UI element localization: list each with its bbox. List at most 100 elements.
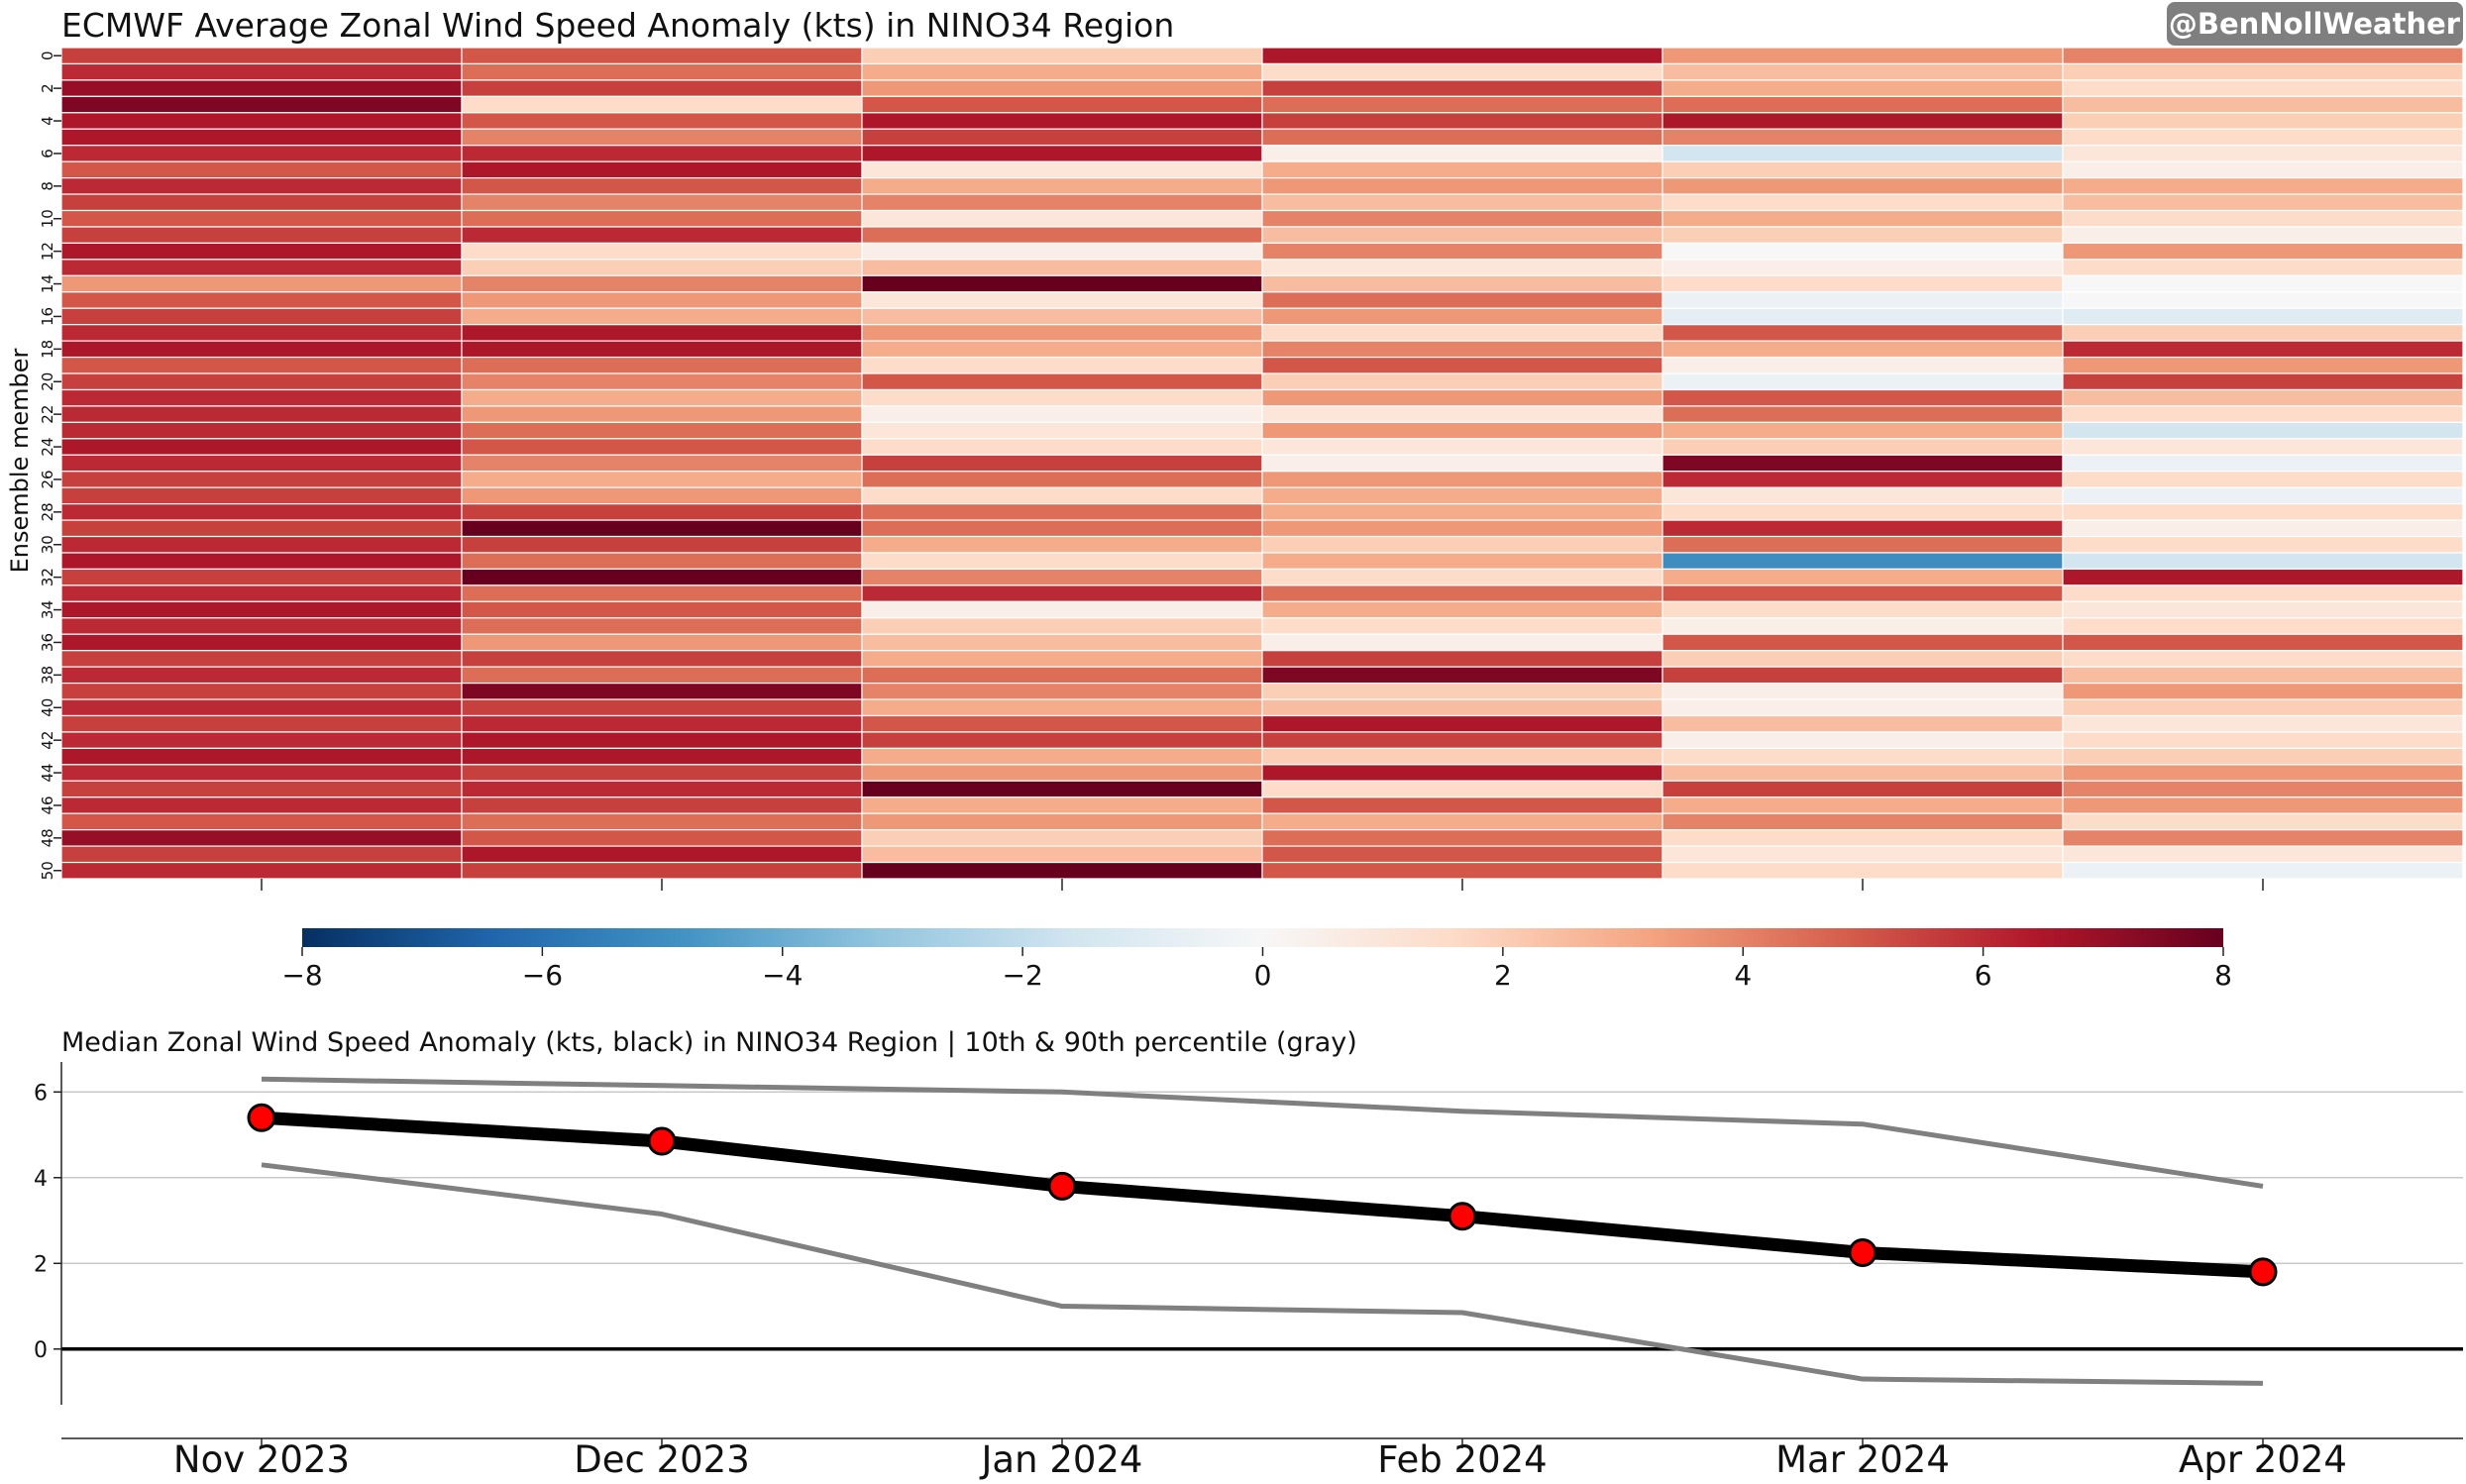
heatmap-cell	[1662, 112, 2064, 130]
heatmap-cell	[861, 796, 1263, 814]
heatmap-cell	[60, 812, 463, 831]
heatmap-cell	[1261, 861, 1663, 880]
heatmap-cell	[1662, 747, 2064, 766]
line-x-tick-label: Dec 2023	[574, 1438, 750, 1481]
heatmap-cell	[461, 747, 863, 766]
line-x-axis: Nov 2023 Dec 2023 Jan 2024 Feb 2024 Mar 2024…	[173, 1438, 2347, 1481]
heatmap-cell	[2062, 812, 2464, 831]
heatmap-cell	[861, 812, 1263, 831]
heatmap-cell	[2062, 421, 2464, 440]
heatmap-cell	[2062, 861, 2464, 880]
heatmap-cell	[861, 274, 1263, 293]
heatmap-cell	[60, 764, 463, 782]
heatmap-cell	[461, 226, 863, 245]
heatmap-cell	[461, 829, 863, 847]
heatmap-cell	[1261, 535, 1663, 554]
heatmap-cell	[1662, 471, 2064, 488]
heatmap-cell	[461, 503, 863, 521]
heatmap-cell	[1662, 388, 2064, 407]
heatmap-cell	[1261, 405, 1663, 423]
heatmap-cell	[2062, 145, 2464, 162]
heatmap-cell	[1261, 503, 1663, 521]
heatmap-cell	[1662, 193, 2064, 212]
heatmap-cell	[2062, 845, 2464, 864]
heatmap-y-tick-label: 6	[39, 149, 56, 159]
heatmap-cell	[1662, 861, 2064, 880]
heatmap-cell	[1261, 356, 1663, 374]
heatmap-cell	[60, 471, 463, 488]
heatmap-cell	[861, 259, 1263, 276]
colorbar-tick-label: −8	[281, 959, 322, 992]
heatmap-cell	[1261, 209, 1663, 228]
heatmap-cell	[861, 145, 1263, 162]
heatmap-cell	[861, 568, 1263, 586]
colorbar-ticks: −8 −6 −4 −2 0 2 4 6 8	[281, 947, 2232, 992]
heatmap-cell	[1261, 552, 1663, 571]
heatmap-cell	[1261, 829, 1663, 847]
line-x-tick-label: Mar 2024	[1775, 1438, 1950, 1481]
heatmap-cell	[461, 356, 863, 374]
heatmap-cell	[2062, 62, 2464, 81]
p90-line	[261, 1076, 2264, 1189]
heatmap-cell	[2062, 568, 2464, 586]
heatmap-y-tick-label: 10	[39, 209, 56, 228]
watermark-text: @BenNollWeather	[2169, 7, 2461, 41]
watermark-background	[2167, 2, 2463, 46]
heatmap-cell	[1261, 340, 1663, 359]
heatmap-y-tick-label: 44	[39, 764, 56, 783]
colorbar-tick-label: 0	[1254, 959, 1272, 992]
heatmap-cell	[2062, 356, 2464, 374]
heatmap-y-tick-label: 0	[39, 51, 56, 60]
colorbar-tick-label: 8	[2214, 959, 2232, 992]
heatmap-cell	[2062, 259, 2464, 276]
heatmap-ylabel: Ensemble member	[6, 349, 34, 574]
heatmap-cell	[1662, 682, 2064, 700]
heatmap-cell	[861, 226, 1263, 245]
heatmap-cell	[1662, 177, 2064, 195]
heatmap-cell	[60, 95, 463, 114]
line-title: Median Zonal Wind Speed Anomaly (kts, bl…	[61, 1027, 1357, 1058]
heatmap-cell	[1662, 62, 2064, 81]
heatmap-cell	[60, 259, 463, 276]
heatmap-cell	[2062, 682, 2464, 700]
heatmap-cell	[60, 650, 463, 668]
heatmap-cell	[1261, 600, 1663, 619]
heatmap-cell	[1261, 177, 1663, 195]
heatmap-cell	[461, 388, 863, 407]
heatmap-cell	[461, 79, 863, 97]
heatmap-cell	[461, 519, 863, 538]
heatmap-cell	[60, 79, 463, 97]
heatmap-cell	[2062, 486, 2464, 505]
heatmap-cell	[861, 584, 1263, 602]
median-point	[1047, 1171, 1077, 1201]
heatmap-cell	[861, 193, 1263, 212]
heatmap-cell	[461, 845, 863, 864]
colorbar-tick-label: 6	[1975, 959, 1992, 992]
heatmap-cell	[461, 307, 863, 326]
heatmap-cell	[1261, 259, 1663, 276]
heatmap-cell	[861, 486, 1263, 505]
heatmap-cell	[1261, 291, 1663, 309]
heatmap-cell	[1261, 650, 1663, 668]
heatmap-cell	[861, 242, 1263, 261]
heatmap-cell	[60, 519, 463, 538]
heatmap-cell	[1261, 471, 1663, 488]
heatmap-cell	[60, 421, 463, 440]
heatmap-cell	[861, 714, 1263, 733]
heatmap-cell	[2062, 633, 2464, 652]
heatmap-cell	[1662, 600, 2064, 619]
median-point	[647, 1126, 677, 1156]
heatmap-cell	[861, 177, 1263, 195]
heatmap-cell	[861, 666, 1263, 685]
heatmap-cell	[2062, 471, 2464, 488]
heatmap-cell	[1662, 666, 2064, 685]
heatmap-cell	[861, 519, 1263, 538]
heatmap-cell	[461, 666, 863, 685]
heatmap-cell	[1662, 226, 2064, 245]
line-x-tick-label: Feb 2024	[1377, 1438, 1547, 1481]
heatmap-cell	[861, 438, 1263, 456]
heatmap-cell	[861, 421, 1263, 440]
heatmap-cell	[60, 193, 463, 212]
colorbar-gradient	[302, 928, 2223, 947]
heatmap-cell	[861, 845, 1263, 864]
